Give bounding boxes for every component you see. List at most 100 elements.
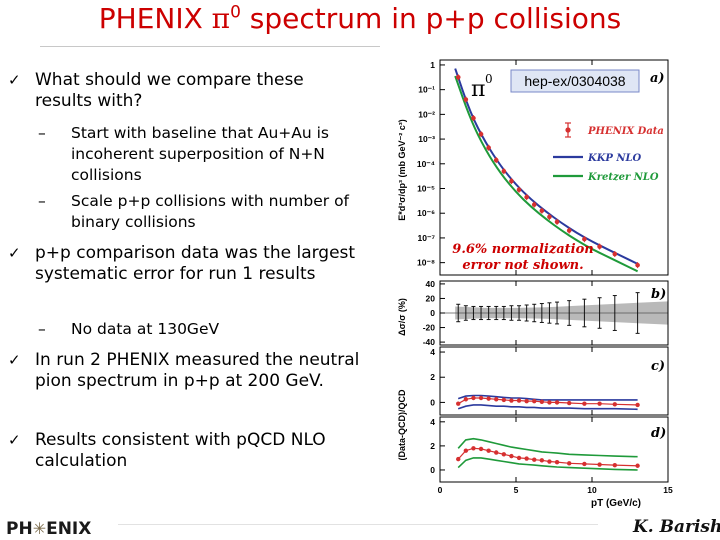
- panel-d-data-point: [547, 459, 552, 464]
- panel-c-lower-curve: [457, 404, 638, 411]
- bullet-text: What should we compare these results wit…: [35, 70, 304, 111]
- panel-c-data-point: [635, 402, 640, 408]
- subbullet-text: Scale p+p collisions with number of bina…: [71, 192, 350, 231]
- panel-d-data-point: [494, 450, 499, 455]
- ref-label: hep-ex/0304038: [524, 73, 625, 89]
- panel-c-letter: c): [651, 359, 665, 374]
- data-point: [539, 208, 545, 214]
- panel-d-data-point: [471, 446, 476, 451]
- bullet-text: Results consistent with pQCD NLO calcula…: [35, 430, 326, 471]
- panel-d-data-point: [582, 461, 587, 467]
- pi0-superscript: 0: [485, 72, 493, 86]
- panel-b: 40 20 0 -20 -40: [423, 279, 669, 347]
- phenix-logo: PH✳ENIX: [6, 519, 91, 539]
- panel-a-ytick-label: 10⁻⁸: [417, 258, 435, 268]
- footer-rule: [118, 524, 598, 525]
- panel-c-data-point: [516, 398, 522, 403]
- logo-text-right: ENIX: [46, 519, 92, 539]
- panel-d-lower-curve: [457, 457, 638, 471]
- data-point: [635, 262, 640, 268]
- panel-a: 1 10⁻¹ 10⁻² 10⁻³ 10⁻⁴ 10⁻⁵ 10⁻⁶ 10⁻⁷ 10⁻⁸: [417, 59, 669, 276]
- panel-c-ytick-label: 0: [430, 397, 435, 407]
- logo-star-icon: ✳: [32, 519, 47, 538]
- legend: PHENIX Data KKP NLO Kretzer NLO: [553, 122, 664, 183]
- panel-d-ytick-label: 0: [430, 465, 435, 475]
- panel-c-data-point: [539, 399, 545, 404]
- panel-c-data-point: [567, 400, 572, 406]
- data-point: [501, 168, 507, 174]
- panel-c-data-point: [597, 401, 602, 406]
- x-tick-label: 5: [514, 485, 519, 495]
- panel-d-ytick-label: 2: [430, 441, 435, 451]
- dash-marker: –: [38, 192, 46, 210]
- norm-note-1: 9.6% normalization: [452, 242, 593, 257]
- dash-marker: –: [38, 124, 46, 142]
- data-point: [597, 244, 602, 249]
- panel-a-ytick-label: 10⁻²: [418, 109, 435, 119]
- panel-a-ytick-label: 10⁻³: [418, 134, 435, 144]
- panel-d-data-point: [478, 446, 484, 452]
- panel-c-ytick-label: 2: [430, 372, 435, 382]
- panel-d-data-point: [532, 457, 537, 462]
- panel-c-data-point: [524, 398, 529, 404]
- title-pi-superscript: 0: [230, 2, 241, 23]
- legend-data-marker: [565, 127, 571, 133]
- data-point: [566, 228, 572, 233]
- ref-box: [510, 69, 640, 93]
- x-tick-label: 10: [587, 485, 597, 495]
- panel-a-ytick-label: 10⁻⁵: [417, 184, 435, 194]
- data-point: [486, 145, 491, 151]
- panel-d: 4 2 00 5 10 15: [430, 416, 673, 495]
- title-rest: spectrum in p+p collisions: [240, 2, 622, 35]
- panel-d-upper-curve: [457, 437, 638, 458]
- data-point: [493, 157, 499, 163]
- panel-b-ylabel: Δσ/σ (%): [397, 298, 407, 336]
- panel-d-frame: [439, 416, 669, 483]
- bullet-text: p+p comparison data was the largest syst…: [35, 243, 356, 284]
- panel-c: 4 2 0: [430, 346, 669, 416]
- data-point: [455, 74, 461, 80]
- bullet-text: In run 2 PHENIX measured the neutral pio…: [35, 350, 360, 391]
- panel-c-data-point: [456, 401, 461, 406]
- panel-b-ytick-label: -20: [423, 323, 436, 333]
- panel-c-data-point: [494, 397, 499, 402]
- panel-d-data-point: [554, 459, 560, 465]
- panel-d-data-point: [539, 458, 545, 463]
- data-point: [463, 97, 469, 102]
- panel-a-ylabel: E*d³σ/dp³ (mb GeV⁻² c³): [397, 119, 407, 220]
- panel-c-data-point: [532, 398, 537, 404]
- legend-kkp-label: KKP NLO: [587, 153, 642, 164]
- panel-c-upper-curve: [457, 394, 638, 401]
- x-tick-label: 0: [438, 485, 443, 495]
- dash-marker: –: [38, 320, 46, 338]
- panel-d-data-point: [463, 448, 469, 453]
- panel-b-ytick-label: 40: [426, 279, 436, 289]
- panel-c-data-point: [478, 395, 484, 401]
- panel-d-ytick-label: 4: [430, 417, 435, 427]
- panel-d-data-point: [486, 448, 491, 453]
- legend-data-label: PHENIX Data: [587, 126, 664, 137]
- data-point: [547, 214, 552, 220]
- data-point: [478, 131, 484, 137]
- panel-c-data-point: [486, 396, 491, 401]
- check-icon: ✓: [8, 71, 21, 89]
- data-point: [554, 219, 560, 225]
- subbullet-text: No data at 130GeV: [71, 320, 220, 338]
- check-icon: ✓: [8, 351, 21, 369]
- x-axis-label: pT (GeV/c): [591, 498, 641, 509]
- data-point: [471, 115, 476, 121]
- pi0-spectrum-figure: E*d³σ/dp³ (mb GeV⁻² c³) Δσ/σ (%) (Data-Q…: [393, 55, 700, 518]
- panel-cd-ylabel: (Data-QCD)/QCD: [397, 389, 407, 460]
- panel-c-ytick-label: 4: [430, 347, 435, 357]
- legend-kretzer-label: Kretzer NLO: [587, 172, 659, 183]
- panel-d-letter: d): [651, 426, 666, 441]
- panel-d-data-point: [612, 462, 617, 468]
- panel-c-data-point: [612, 402, 617, 407]
- pi0-label: π: [471, 77, 485, 102]
- panel-b-ytick-label: 20: [426, 293, 436, 303]
- panel-d-data-point: [509, 453, 514, 459]
- check-icon: ✓: [8, 431, 21, 449]
- panel-c-data-point: [582, 401, 587, 406]
- panel-a-ytick-label: 10⁻¹: [418, 85, 435, 95]
- logo-text-left: PH: [6, 519, 33, 539]
